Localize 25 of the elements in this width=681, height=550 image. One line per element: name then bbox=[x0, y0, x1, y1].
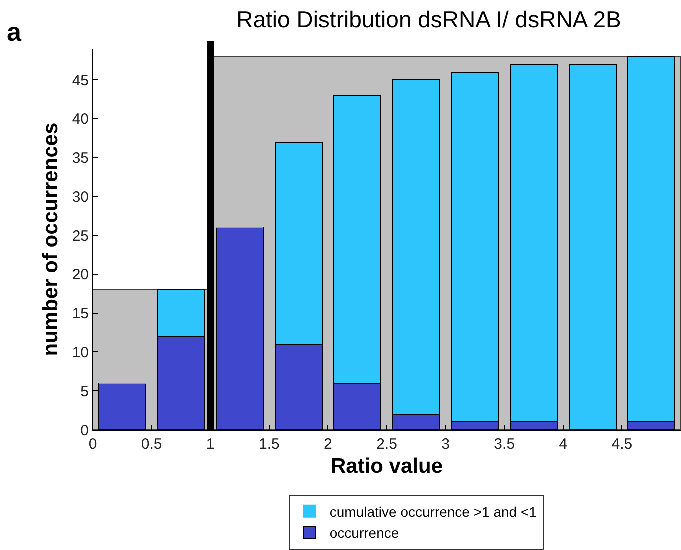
x-tick-label: 2.5 bbox=[376, 436, 398, 453]
y-axis-title: number of occurrences bbox=[39, 122, 62, 356]
y-tick-label: 15 bbox=[72, 306, 89, 323]
x-tick-label: 1 bbox=[206, 436, 215, 453]
y-tick-label: 30 bbox=[72, 188, 89, 206]
y-tick-label: 25 bbox=[72, 228, 89, 245]
y-tick-label: 0 bbox=[80, 422, 89, 440]
x-tick-label: 4 bbox=[559, 436, 568, 453]
chart-title: Ratio Distribution dsRNA I/ dsRNA 2B bbox=[236, 6, 622, 32]
y-tick-label: 35 bbox=[72, 150, 89, 168]
y-tick-label: 20 bbox=[72, 266, 89, 284]
y-tick-label: 10 bbox=[72, 344, 89, 362]
x-tick-label: 1.5 bbox=[258, 436, 280, 453]
legend-label: occurrence bbox=[330, 525, 400, 542]
y-tick-label: 45 bbox=[72, 72, 89, 90]
text: a bbox=[7, 17, 22, 47]
y-tick-label: 40 bbox=[72, 111, 89, 128]
x-tick-label: 2 bbox=[324, 436, 332, 453]
x-tick-label: 0.5 bbox=[141, 436, 162, 453]
x-axis-title: Ratio value bbox=[330, 455, 444, 478]
x-tick-label: 3.5 bbox=[494, 436, 516, 453]
x-tick-label: 4.5 bbox=[612, 436, 633, 453]
legend-label: cumulative occurrence >1 and <1 bbox=[330, 504, 538, 520]
y-tick-label: 5 bbox=[80, 383, 89, 400]
x-tick-label: 3 bbox=[442, 436, 450, 453]
